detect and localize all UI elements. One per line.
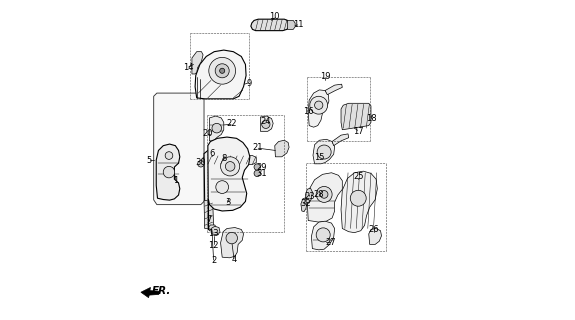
Text: 26: 26 xyxy=(369,225,380,234)
Circle shape xyxy=(254,164,260,170)
Circle shape xyxy=(165,152,173,159)
Text: 2: 2 xyxy=(211,257,216,266)
Polygon shape xyxy=(156,144,180,200)
Polygon shape xyxy=(313,139,335,164)
Text: 31: 31 xyxy=(256,169,267,178)
Text: 18: 18 xyxy=(366,114,376,123)
Polygon shape xyxy=(332,134,348,146)
Text: 21: 21 xyxy=(252,143,262,152)
Polygon shape xyxy=(305,188,312,203)
Circle shape xyxy=(320,191,328,198)
Polygon shape xyxy=(141,287,159,298)
Polygon shape xyxy=(251,19,289,31)
Polygon shape xyxy=(325,84,342,95)
Polygon shape xyxy=(203,156,256,164)
Text: 5: 5 xyxy=(146,156,151,164)
Text: 6: 6 xyxy=(209,149,214,158)
Polygon shape xyxy=(308,90,329,127)
Polygon shape xyxy=(312,221,335,250)
Circle shape xyxy=(262,120,270,128)
Polygon shape xyxy=(341,171,377,233)
Text: 19: 19 xyxy=(320,72,331,81)
Circle shape xyxy=(317,145,331,159)
Polygon shape xyxy=(307,173,342,222)
Circle shape xyxy=(316,187,332,202)
Text: 23: 23 xyxy=(305,191,315,201)
Text: 28: 28 xyxy=(313,189,324,199)
Text: 4: 4 xyxy=(231,255,236,264)
Circle shape xyxy=(310,96,328,114)
Polygon shape xyxy=(369,228,381,244)
Text: 30: 30 xyxy=(195,158,205,167)
Circle shape xyxy=(220,68,225,73)
Polygon shape xyxy=(208,137,250,230)
Text: 7: 7 xyxy=(206,215,211,224)
Text: 22: 22 xyxy=(227,119,237,128)
Circle shape xyxy=(315,101,323,109)
Polygon shape xyxy=(288,20,295,29)
Text: 3: 3 xyxy=(225,197,231,206)
Polygon shape xyxy=(204,200,213,228)
Text: FR.: FR. xyxy=(152,286,171,296)
Polygon shape xyxy=(211,226,220,235)
Text: 12: 12 xyxy=(208,241,219,250)
Text: 10: 10 xyxy=(270,12,280,21)
Text: 17: 17 xyxy=(353,127,364,136)
Text: 9: 9 xyxy=(247,79,252,88)
Text: 20: 20 xyxy=(202,129,213,138)
Polygon shape xyxy=(154,93,204,204)
Circle shape xyxy=(226,232,237,244)
Circle shape xyxy=(163,166,175,178)
Polygon shape xyxy=(341,103,371,130)
Circle shape xyxy=(215,64,229,78)
Text: 29: 29 xyxy=(256,163,267,172)
Circle shape xyxy=(350,190,366,206)
Polygon shape xyxy=(195,50,246,99)
Text: 25: 25 xyxy=(353,172,363,181)
Text: 32: 32 xyxy=(300,199,311,208)
Polygon shape xyxy=(260,116,273,131)
Polygon shape xyxy=(275,140,289,157)
Circle shape xyxy=(225,162,235,171)
Text: 8: 8 xyxy=(221,154,227,163)
Polygon shape xyxy=(209,225,216,232)
Text: 16: 16 xyxy=(303,107,313,116)
Circle shape xyxy=(209,57,236,84)
Circle shape xyxy=(212,123,221,133)
Polygon shape xyxy=(209,116,224,141)
Polygon shape xyxy=(192,52,203,74)
Text: 13: 13 xyxy=(208,229,218,238)
Text: 1: 1 xyxy=(172,176,178,185)
Circle shape xyxy=(216,181,228,194)
Text: 15: 15 xyxy=(314,153,325,162)
Circle shape xyxy=(221,157,240,176)
Polygon shape xyxy=(204,146,244,202)
Polygon shape xyxy=(301,197,307,212)
Circle shape xyxy=(198,161,204,167)
Text: 24: 24 xyxy=(260,116,271,126)
Text: 14: 14 xyxy=(183,63,193,72)
Circle shape xyxy=(254,170,260,177)
Polygon shape xyxy=(221,228,244,258)
Text: 27: 27 xyxy=(325,238,336,247)
Text: 11: 11 xyxy=(293,20,304,29)
Circle shape xyxy=(316,228,330,242)
